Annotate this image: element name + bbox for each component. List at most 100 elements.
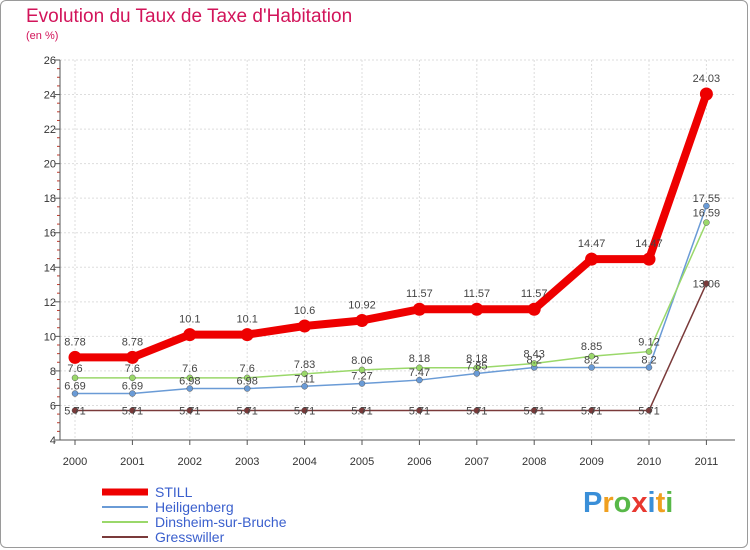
data-label: 5.71 <box>466 405 487 417</box>
data-point <box>71 374 79 382</box>
data-point <box>358 366 366 374</box>
data-point <box>243 374 251 382</box>
data-point <box>358 380 366 387</box>
data-label: 7.83 <box>294 359 315 371</box>
data-point <box>470 302 484 316</box>
y-tick-label: 6 <box>50 400 56 412</box>
data-label: 8.78 <box>64 336 85 348</box>
data-point <box>527 302 541 316</box>
data-point <box>301 383 308 390</box>
data-label: 14.47 <box>578 238 606 250</box>
data-label: 8.2 <box>584 354 599 366</box>
legend-label: Gresswiller <box>155 529 225 545</box>
data-point <box>588 407 595 414</box>
data-label: 9.12 <box>638 337 659 349</box>
data-label: 14.47 <box>635 238 663 250</box>
data-label: 10.1 <box>236 314 257 326</box>
data-point <box>530 360 538 367</box>
data-label: 6.98 <box>236 376 257 388</box>
data-label: 8.18 <box>409 353 430 365</box>
data-label: 7.6 <box>182 363 197 375</box>
data-label: 8.85 <box>581 341 602 353</box>
data-point <box>183 328 197 342</box>
data-point <box>412 302 426 316</box>
x-tick-label: 2009 <box>579 456 603 468</box>
data-label: 8.18 <box>466 353 487 365</box>
data-label: 7.6 <box>125 363 140 375</box>
data-label: 6.69 <box>122 381 143 393</box>
data-label: 24.03 <box>693 73 721 85</box>
data-label: 16.59 <box>693 208 721 220</box>
data-labels: 8.78 8.78 10.1 10.1 10.6 10.92 11.57 11.57 11.57… <box>64 73 720 417</box>
x-tick-label: 2000 <box>63 456 87 468</box>
data-label: 5.71 <box>236 405 257 417</box>
series-group <box>68 87 713 414</box>
data-label: 10.92 <box>348 299 376 311</box>
data-point <box>129 407 136 414</box>
x-tick-label: 2007 <box>465 456 489 468</box>
data-label: 5.71 <box>638 405 659 417</box>
data-point <box>243 407 251 414</box>
data-label: 5.71 <box>64 405 85 417</box>
data-label: 6.98 <box>179 376 200 388</box>
data-point <box>71 407 79 414</box>
data-point <box>129 390 136 397</box>
data-point <box>703 280 710 287</box>
proxiti-logo: Proxiti <box>583 487 674 519</box>
data-label: 8.43 <box>523 348 544 360</box>
data-point <box>298 319 312 333</box>
data-label: 5.71 <box>351 405 372 417</box>
data-label: 7.85 <box>466 361 487 373</box>
legend-label: Heiligenberg <box>155 499 234 515</box>
data-point <box>699 87 713 101</box>
grid <box>60 59 735 441</box>
x-tick-label: 2006 <box>407 456 431 468</box>
series-line-still <box>71 90 711 362</box>
data-point <box>243 385 251 392</box>
data-point <box>129 374 136 382</box>
data-point <box>588 364 595 371</box>
legend: STILLHeiligenbergDinsheim-sur-BrucheGres… <box>102 484 287 545</box>
y-tick-label: 12 <box>44 297 56 309</box>
data-label: 5.71 <box>179 405 200 417</box>
data-label: 7.11 <box>294 373 315 385</box>
chart-title: Evolution du Taux de Taxe d'Habitation <box>26 6 353 27</box>
x-tick-label: 2004 <box>292 456 316 468</box>
chart-subtitle: (en %) <box>26 30 59 42</box>
data-point <box>703 202 710 210</box>
data-point <box>355 313 369 327</box>
data-point <box>703 219 710 226</box>
x-tick-label: 2005 <box>350 456 374 468</box>
data-label: 17.55 <box>693 193 721 205</box>
data-label: 5.71 <box>294 405 315 417</box>
y-tick-label: 18 <box>44 193 56 205</box>
data-label: 7.47 <box>409 367 430 379</box>
data-label: 7.27 <box>351 371 372 383</box>
series-line-gresswiller <box>74 282 708 412</box>
data-point <box>585 252 599 266</box>
data-label: 5.71 <box>523 405 544 417</box>
legend-label: Dinsheim-sur-Bruche <box>155 514 287 530</box>
data-point <box>125 350 139 364</box>
x-tick-label: 2010 <box>637 456 661 468</box>
y-tick-label: 26 <box>44 55 56 67</box>
x-tick-label: 2011 <box>695 456 719 468</box>
y-tick-label: 10 <box>44 331 56 343</box>
data-label: 10.6 <box>294 305 315 317</box>
data-label: 10.1 <box>179 314 200 326</box>
data-point <box>645 364 653 371</box>
data-point <box>186 407 194 414</box>
data-point <box>358 407 366 414</box>
data-point <box>642 252 656 266</box>
x-tick-label: 2008 <box>522 456 546 468</box>
y-tick-label: 20 <box>44 159 56 171</box>
x-tick-label: 2002 <box>178 456 202 468</box>
data-label: 7.6 <box>67 363 82 375</box>
series-line-heiligenberg <box>74 205 708 395</box>
data-point <box>416 364 423 372</box>
x-tick-label: 2001 <box>120 456 144 468</box>
data-point <box>71 390 79 397</box>
legend-label: STILL <box>155 484 193 500</box>
y-tick-label: 8 <box>50 366 56 378</box>
x-tick-label: 2003 <box>235 456 259 468</box>
